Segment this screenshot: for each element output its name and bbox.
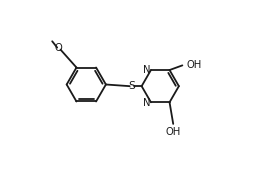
Text: N: N [143, 98, 150, 108]
Text: OH: OH [166, 127, 181, 137]
Text: OH: OH [186, 59, 201, 70]
Text: O: O [55, 43, 62, 53]
Text: N: N [143, 65, 150, 75]
Text: S: S [129, 81, 135, 91]
